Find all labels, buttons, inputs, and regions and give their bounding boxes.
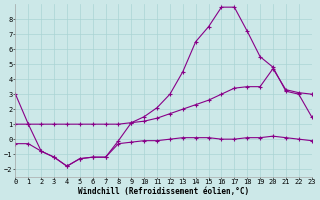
X-axis label: Windchill (Refroidissement éolien,°C): Windchill (Refroidissement éolien,°C) [78,187,249,196]
